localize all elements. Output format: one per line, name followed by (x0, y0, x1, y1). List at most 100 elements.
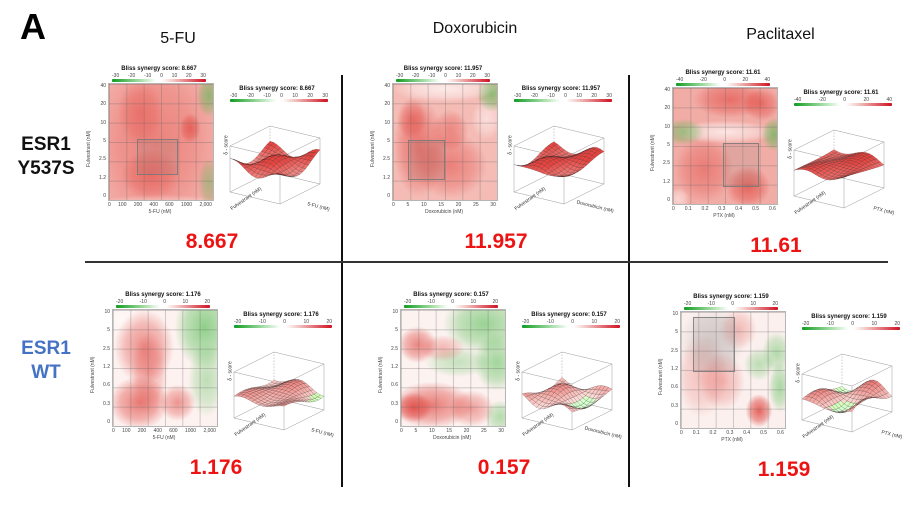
tick-label: 2.5 (663, 160, 670, 167)
surface-box: δ - score 5-FU (nM) Fulvestrant (nM) (220, 104, 336, 213)
highlight-region (693, 316, 735, 372)
contour-plot: Bliss synergy score: 11.61 -40 -20 0 20 40 F… (650, 70, 780, 219)
surface-colorbar-gradient (230, 99, 328, 102)
heatmap (108, 83, 214, 201)
tick-label: 0 (392, 202, 395, 208)
heatmap-wrap: 0 5 10 15 20 25 30 Doxorubicin (nM) (400, 309, 506, 441)
heatmap-area: Fulvestrant (nM) 40 20 10 5 2.5 1.2 0 0 0.1 0.2 0… (650, 87, 780, 219)
tick-label: 0 (400, 428, 403, 434)
tick-label: -20 (128, 73, 136, 79)
tick-label: 10 (470, 299, 477, 305)
tick-label: 600 (169, 428, 178, 434)
heatmap-area: Fulvestrant (nM) 10 5 2.5 1.2 0.6 0.3 0 0 100 20… (90, 309, 220, 441)
synergy-panel: Bliss synergy score: 11.957 -30 -20 -10 0 10… (370, 62, 622, 262)
surface-colorbar-gradient (802, 327, 900, 330)
tick-label: 2.5 (99, 156, 106, 163)
tick-label: 0 (444, 73, 447, 79)
y-axis-ticks: 10 5 2.5 1.2 0.6 0.3 0 (665, 311, 680, 427)
y-axis-label: Fulvestrant (nM) (90, 356, 96, 394)
heatmap-area: Fulvestrant (nM) 40 20 10 5 2.5 1.2 0 0 5 10 15 20… (370, 83, 500, 215)
tick-label: 20 (455, 202, 462, 208)
synergy-score: 1.159 (757, 458, 811, 481)
tick-label: 20 (204, 299, 210, 305)
tick-label: 20 (742, 77, 749, 83)
heatmap-grid (113, 310, 217, 426)
row-divider (85, 261, 888, 263)
tick-label: 200 (133, 202, 143, 208)
heatmap (400, 309, 506, 427)
plot-title: Bliss synergy score: 11.957 (403, 66, 483, 72)
row-label-esr1-wt: ESR1 WT (6, 337, 86, 385)
tick-label: 30 (322, 93, 328, 99)
tick-label: 1.2 (383, 174, 390, 181)
tick-label: 5 (107, 327, 110, 334)
surface-plot: Bliss synergy score: 8.667 -30 -20 -10 0 10 2… (220, 86, 338, 213)
tick-label: 20 (186, 73, 192, 79)
tick-label: -20 (412, 73, 420, 79)
tick-label: 2.5 (383, 156, 390, 163)
tick-label: 30 (484, 73, 490, 79)
figure-label: A (20, 6, 46, 47)
tick-label: -10 (826, 321, 834, 327)
row-label-line2: WT (31, 361, 61, 383)
heatmap (672, 87, 778, 205)
surface-mesh (233, 351, 325, 431)
tick-label: 0.1 (684, 206, 692, 212)
tick-label: 20 (384, 101, 390, 108)
tick-label: -20 (116, 299, 124, 305)
tick-label: 40 (664, 87, 670, 93)
tick-label: 0.2 (709, 430, 717, 436)
tick-label: 0 (280, 93, 283, 99)
tick-label: -20 (699, 77, 707, 83)
tick-label: 2,000 (203, 428, 216, 434)
tick-label: 30 (200, 73, 206, 79)
tick-label: 10 (672, 311, 678, 317)
surface-colorbar: -20 -10 0 10 20 (522, 319, 620, 328)
y-axis-label: Fulvestrant (nM) (370, 130, 376, 168)
colorbar: -20 -10 0 10 20 (404, 299, 498, 308)
surface-mesh (513, 125, 605, 205)
tick-label: -10 (139, 299, 147, 305)
x-axis-ticks: 0 5 10 15 20 25 30 (392, 202, 496, 208)
highlight-region (407, 139, 445, 180)
tick-label: 20 (591, 93, 597, 99)
tick-label: 30 (606, 93, 612, 99)
tick-label: 40 (886, 97, 892, 103)
tick-label: -10 (427, 299, 435, 305)
tick-label: 10 (664, 123, 670, 130)
tick-label: 0 (843, 97, 847, 103)
surface-title: Bliss synergy score: 11.957 (521, 86, 601, 92)
surface-plot: Bliss synergy score: 0.157 -20 -10 0 10 20 δ… (512, 312, 630, 441)
heatmap-grid (109, 84, 213, 200)
tick-label: -20 (530, 93, 538, 99)
tick-label: 20 (664, 105, 670, 112)
x-axis-label: PTX (nM) (713, 213, 735, 219)
x-axis-ticks: 0 100 200 400 600 1000 2,000 (108, 202, 212, 208)
surface-colorbar: -40 -20 0 20 40 (794, 97, 892, 106)
tick-label: 10 (576, 93, 582, 99)
plot-title: Bliss synergy score: 1.159 (693, 294, 769, 300)
tick-label: 40 (384, 83, 390, 89)
tick-label: 25 (473, 202, 479, 208)
tick-label: -20 (404, 299, 412, 305)
colorbar-gradient (116, 305, 210, 308)
synergy-panel: Bliss synergy score: 11.61 -40 -20 0 20 40 F… (650, 66, 902, 266)
y-axis-label: Fulvestrant (nM) (86, 130, 92, 168)
tick-label: -10 (144, 73, 152, 79)
y-axis-ticks: 10 5 2.5 1.2 0.6 0.3 0 (385, 309, 400, 425)
heatmap-wrap: 0 5 10 15 20 25 30 Doxorubicin (nM) (392, 83, 498, 215)
surface-colorbar-gradient (522, 325, 620, 328)
y-axis-ticks: 10 5 2.5 1.2 0.6 0.3 0 (97, 309, 112, 425)
row-label-line1: ESR1 (21, 338, 71, 359)
tick-label: 2.5 (671, 347, 678, 354)
tick-label: 1.2 (99, 174, 106, 181)
tick-label: 0.4 (735, 206, 743, 212)
surface-colorbar-gradient (794, 103, 892, 106)
tick-label: 0.3 (671, 402, 678, 409)
contour-plot: Bliss synergy score: 8.667 -30 -20 -10 0 10 2… (86, 66, 216, 215)
tick-label: 100 (118, 202, 127, 208)
tick-label: 2,000 (199, 202, 212, 208)
colorbar: -30 -20 -10 0 10 20 30 (112, 73, 206, 82)
tick-label: 0.1 (692, 430, 700, 436)
column-header-5fu: 5-FU (160, 30, 196, 47)
